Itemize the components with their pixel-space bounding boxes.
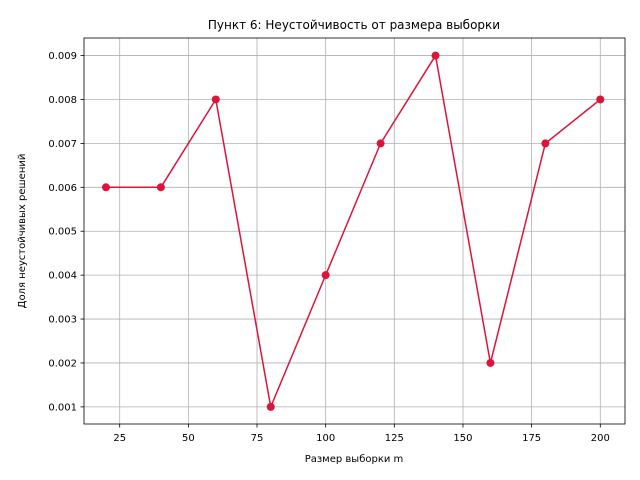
x-tick-label: 75 <box>251 433 264 444</box>
data-point <box>376 139 385 148</box>
plot-area <box>101 51 605 411</box>
data-point <box>211 95 220 104</box>
y-tick-label: 0.008 <box>48 95 77 106</box>
x-tick-label: 50 <box>182 433 195 444</box>
y-tick-label: 0.009 <box>48 51 77 62</box>
y-tick-label: 0.007 <box>48 139 77 150</box>
x-tick-label: 100 <box>316 433 335 444</box>
data-point <box>156 183 165 192</box>
y-tick-label: 0.003 <box>48 315 77 326</box>
data-point <box>101 183 110 192</box>
data-point <box>266 402 275 411</box>
data-point <box>431 51 440 60</box>
x-tick-label: 25 <box>113 433 126 444</box>
data-point <box>596 95 605 104</box>
data-point <box>486 358 495 367</box>
series-line <box>105 54 601 408</box>
data-point <box>541 139 550 148</box>
y-axis-label: Доля неустойчивых решений <box>17 154 28 309</box>
x-tick-label: 150 <box>453 433 472 444</box>
y-axis: 0.001 0.002 0.003 0.004 0.005 0.006 0.007 0.008… <box>48 51 84 413</box>
x-axis-label: Размер выборки m <box>305 454 404 465</box>
x-axis: 25 50 75 100 125 150 175 200 <box>113 424 610 444</box>
y-tick-label: 0.005 <box>48 227 77 238</box>
x-tick-label: 125 <box>385 433 404 444</box>
y-tick-label: 0.006 <box>48 183 77 194</box>
chart-title: Пункт 6: Неустойчивость от размера выбор… <box>208 18 500 32</box>
x-tick-label: 175 <box>522 433 541 444</box>
y-tick-label: 0.001 <box>48 402 77 413</box>
x-tick-label: 200 <box>591 433 610 444</box>
y-tick-label: 0.004 <box>48 271 77 282</box>
data-point <box>321 271 330 280</box>
y-tick-label: 0.002 <box>48 358 77 369</box>
